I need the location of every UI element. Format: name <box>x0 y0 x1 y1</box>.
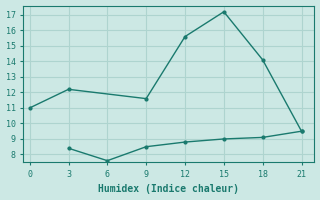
X-axis label: Humidex (Indice chaleur): Humidex (Indice chaleur) <box>98 184 239 194</box>
